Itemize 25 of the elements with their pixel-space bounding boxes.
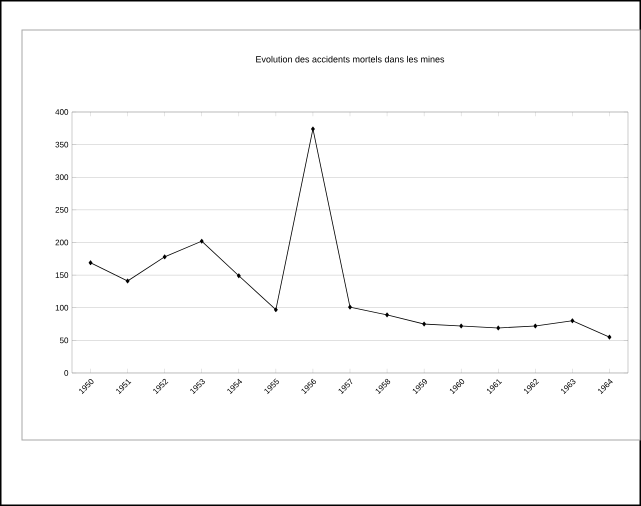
chart-title: Evolution des accidents mortels dans les mines <box>256 56 444 62</box>
y-tick-label: 250 <box>56 207 68 213</box>
y-tick-label: 50 <box>60 338 68 344</box>
point <box>533 324 538 328</box>
y-tick-label: 150 <box>56 272 68 278</box>
point <box>126 278 130 284</box>
point <box>311 126 315 132</box>
point <box>200 238 204 244</box>
point <box>459 324 464 328</box>
point <box>422 322 426 326</box>
y-tick-label: 100 <box>56 304 68 311</box>
point <box>570 318 574 324</box>
y-tick-label: 350 <box>55 142 68 148</box>
point <box>608 334 612 340</box>
point <box>385 312 389 318</box>
point <box>88 260 92 266</box>
point <box>274 307 278 312</box>
point <box>236 273 241 278</box>
y-tick-label: 400 <box>55 109 68 115</box>
y-tick-label: 200 <box>56 240 68 246</box>
point <box>496 326 500 330</box>
y-tick-label: 0 <box>64 370 68 376</box>
point <box>348 304 352 310</box>
y-tick-label: 300 <box>55 174 68 180</box>
point <box>162 254 167 260</box>
